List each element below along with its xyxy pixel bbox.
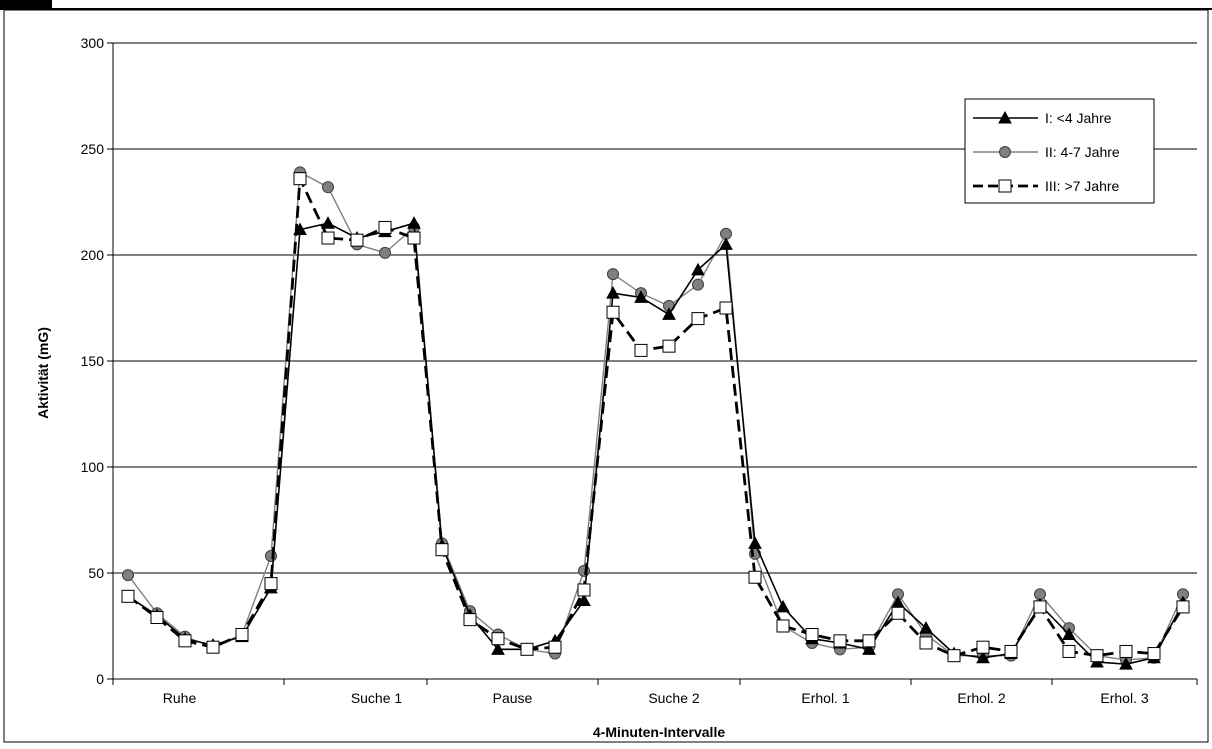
x-tick-label: Erhol. 1 xyxy=(801,690,849,706)
data-point xyxy=(322,181,334,194)
legend: I: <4 Jahre II: 4-7 Jahre III: >7 Jahre xyxy=(964,98,1155,204)
axes: 0 50 100 150 200 250 300 Ruhe Suche 1 Pause Suche … xyxy=(81,35,1198,706)
legend-marker xyxy=(998,179,1012,193)
y-tick-label: 0 xyxy=(96,671,104,687)
data-point xyxy=(891,606,905,620)
data-point xyxy=(407,216,421,229)
data-point xyxy=(1033,600,1047,614)
data-point xyxy=(321,216,335,229)
data-point xyxy=(321,231,335,245)
x-tick-label: Erhol. 3 xyxy=(1100,690,1148,706)
y-tick-label: 200 xyxy=(81,247,105,263)
data-point xyxy=(264,577,278,591)
data-point xyxy=(719,301,733,315)
data-point xyxy=(691,312,705,326)
data-point xyxy=(491,642,505,655)
data-point xyxy=(350,233,364,247)
data-point xyxy=(976,640,990,654)
legend-label: II: 4-7 Jahre xyxy=(1045,144,1120,160)
data-point xyxy=(1062,644,1076,658)
data-point xyxy=(606,286,620,299)
legend-label: I: <4 Jahre xyxy=(1045,110,1112,126)
data-point xyxy=(976,650,990,664)
data-point xyxy=(548,640,562,654)
y-tick-label: 250 xyxy=(81,141,105,157)
x-tick-label: Suche 1 xyxy=(351,690,403,706)
data-point xyxy=(150,611,164,625)
y-tick-label: 50 xyxy=(88,565,104,581)
data-point xyxy=(577,583,591,597)
data-point xyxy=(520,642,534,656)
x-tick-label: Ruhe xyxy=(163,690,197,706)
data-point xyxy=(692,278,704,291)
data-point xyxy=(206,640,220,654)
data-point xyxy=(1176,600,1190,614)
data-point xyxy=(378,220,392,234)
data-point xyxy=(634,343,648,357)
data-point xyxy=(491,632,505,646)
data-point xyxy=(1119,644,1133,658)
data-point xyxy=(662,307,676,320)
data-point xyxy=(435,543,449,557)
data-point xyxy=(748,570,762,584)
series-2 xyxy=(122,166,1189,666)
legend-marker xyxy=(998,110,1012,124)
data-point xyxy=(121,589,135,603)
series-line xyxy=(127,173,1185,658)
data-point xyxy=(1062,627,1076,640)
x-tick-label: Erhol. 2 xyxy=(957,690,1005,706)
series-line xyxy=(127,171,1184,661)
data-point xyxy=(407,231,421,245)
data-point xyxy=(1119,657,1133,670)
data-point xyxy=(919,621,933,634)
data-point xyxy=(293,172,307,186)
y-axis-title: Aktivität (mG) xyxy=(35,327,51,419)
data-point xyxy=(1147,647,1161,661)
corner-mark xyxy=(0,0,52,9)
x-tick-label: Suche 2 xyxy=(648,690,700,706)
data-point xyxy=(122,569,134,582)
data-point xyxy=(691,262,705,276)
data-point xyxy=(1004,644,1018,658)
series-3 xyxy=(121,172,1190,663)
data-point xyxy=(719,237,733,250)
y-tick-label: 150 xyxy=(81,353,105,369)
data-point xyxy=(178,634,192,648)
data-point xyxy=(776,619,790,633)
gridlines xyxy=(113,42,1197,574)
data-point xyxy=(862,634,876,648)
data-point xyxy=(862,642,876,655)
data-point xyxy=(947,649,961,663)
series-group xyxy=(121,166,1190,670)
x-axis-title: 4-Minuten-Intervalle xyxy=(593,724,725,740)
data-point xyxy=(463,613,477,627)
legend-label: III: >7 Jahre xyxy=(1045,178,1120,194)
series-line xyxy=(127,222,1184,666)
data-point xyxy=(606,305,620,319)
data-point xyxy=(634,290,648,303)
data-point xyxy=(265,550,277,563)
data-point xyxy=(379,246,391,259)
data-point xyxy=(805,627,819,641)
data-point xyxy=(577,593,591,607)
data-point xyxy=(235,627,249,641)
data-point xyxy=(833,634,847,648)
x-tick-label: Pause xyxy=(493,690,533,706)
y-tick-label: 100 xyxy=(81,459,105,475)
data-point xyxy=(776,599,790,613)
data-point xyxy=(662,339,676,353)
data-point xyxy=(607,268,619,281)
data-point xyxy=(919,636,933,650)
data-point xyxy=(1090,649,1104,663)
legend-marker xyxy=(999,146,1011,158)
y-tick-label: 300 xyxy=(81,35,105,51)
